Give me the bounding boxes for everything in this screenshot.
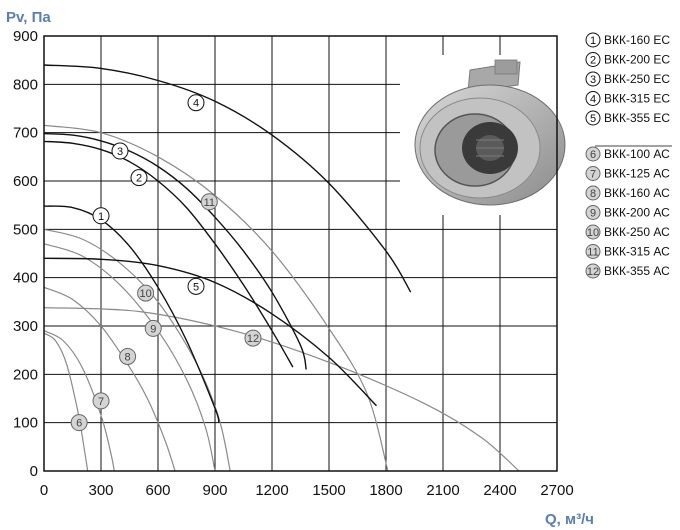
legend-marker-label-9: 9 bbox=[590, 208, 596, 220]
y-tick-label: 0 bbox=[30, 463, 38, 480]
series-marker-label-3: 3 bbox=[117, 146, 123, 158]
legend-entry-11: ВКК-315 АС bbox=[604, 245, 670, 259]
legend-marker-8 bbox=[585, 185, 601, 201]
x-tick-label: 1200 bbox=[255, 482, 288, 499]
series-marker-2 bbox=[130, 169, 148, 187]
legend-entry-1: ВКК-160 ЕС bbox=[604, 33, 670, 47]
x-tick-label: 2400 bbox=[483, 482, 516, 499]
series-marker-label-8: 8 bbox=[125, 351, 131, 363]
legend-marker-label-8: 8 bbox=[590, 188, 596, 200]
x-tick-label: 600 bbox=[145, 482, 170, 499]
y-tick-label: 200 bbox=[13, 366, 38, 383]
legend-marker-2 bbox=[585, 52, 601, 67]
x-axis-title: Q, м³/ч bbox=[545, 511, 594, 528]
series-line-7 bbox=[44, 330, 115, 471]
x-tick-label: 900 bbox=[202, 482, 227, 499]
series-marker-label-12: 12 bbox=[247, 333, 259, 345]
x-tick-label: 0 bbox=[40, 482, 48, 499]
legend-entry-12: ВКК-355 АС bbox=[604, 264, 670, 278]
series-line-8 bbox=[44, 286, 176, 471]
y-tick-label: 800 bbox=[13, 76, 38, 93]
legend-marker-5 bbox=[585, 110, 601, 126]
legend-marker-4 bbox=[585, 91, 601, 106]
legend-entry-4: ВКК-315 ЕС bbox=[604, 92, 670, 106]
series-marker-5 bbox=[187, 277, 205, 295]
legend-marker-label-11: 11 bbox=[587, 247, 598, 259]
legend-marker-7 bbox=[585, 166, 601, 181]
legend-marker-6 bbox=[585, 146, 601, 162]
legend-marker-label-10: 10 bbox=[587, 227, 599, 239]
series-line-12 bbox=[44, 307, 520, 471]
axis-ticks: 0 300 600 900 1200 1500 1800 2100 2400 2700010020… bbox=[13, 28, 574, 499]
legend-marker-9 bbox=[585, 205, 601, 220]
legend-entry-8: ВКК-160 АС bbox=[604, 186, 670, 200]
series-marker-3 bbox=[111, 142, 129, 160]
series-line-1 bbox=[44, 205, 220, 423]
series-marker-10 bbox=[137, 284, 155, 302]
x-tick-label: 1500 bbox=[312, 482, 345, 499]
legend-marker-12 bbox=[585, 263, 601, 279]
legend-marker-label-7: 7 bbox=[590, 169, 596, 181]
y-tick-label: 600 bbox=[13, 173, 38, 190]
y-tick-label: 700 bbox=[13, 125, 38, 142]
duct-fan-illustration bbox=[400, 55, 570, 215]
series-marker-label-1: 1 bbox=[98, 211, 104, 223]
legend-entry-7: ВКК-125 АС bbox=[604, 167, 670, 181]
legend-marker-10 bbox=[585, 224, 601, 240]
series-line-11 bbox=[44, 124, 389, 471]
legend-marker-label-2: 2 bbox=[590, 55, 596, 67]
legend-entry-2: ВКК-200 ЕС bbox=[604, 53, 670, 67]
series-marker-label-11: 11 bbox=[204, 197, 215, 209]
legend: 1 ВКК-160 ЕС 2 ВКК-200 ЕС 3 ВКК-250 ЕС 4 ВКК-31… bbox=[585, 32, 670, 279]
series-marker-1 bbox=[92, 207, 110, 225]
curves bbox=[44, 64, 520, 471]
series-marker-label-7: 7 bbox=[98, 396, 104, 408]
x-tick-label: 1800 bbox=[369, 482, 402, 499]
legend-marker-1 bbox=[585, 32, 601, 48]
y-tick-label: 100 bbox=[13, 415, 38, 432]
series-marker-label-6: 6 bbox=[76, 418, 82, 430]
series-marker-4 bbox=[187, 94, 205, 112]
legend-entry-5: ВКК-355 ЕС bbox=[604, 111, 670, 125]
legend-marker-label-6: 6 bbox=[590, 149, 596, 161]
plot-frame bbox=[43, 35, 558, 472]
y-tick-label: 300 bbox=[13, 318, 38, 335]
legend-marker-11 bbox=[585, 244, 601, 259]
series-marker-12 bbox=[244, 329, 262, 347]
x-tick-label: 2100 bbox=[426, 482, 459, 499]
legend-marker-label-3: 3 bbox=[590, 74, 596, 86]
legend-marker-label-1: 1 bbox=[590, 35, 596, 47]
y-tick-label: 900 bbox=[13, 28, 38, 45]
series-marker-6 bbox=[70, 414, 88, 432]
series-line-5 bbox=[44, 257, 378, 407]
series-marker-label-10: 10 bbox=[140, 288, 152, 300]
series-marker-label-4: 4 bbox=[193, 98, 199, 110]
y-tick-label: 500 bbox=[13, 221, 38, 238]
legend-entry-10: ВКК-250 АС bbox=[604, 225, 670, 239]
series-marker-label-5: 5 bbox=[193, 281, 199, 293]
series-marker-label-9: 9 bbox=[150, 323, 156, 335]
series-marker-8 bbox=[119, 347, 137, 365]
y-axis-title: Pv, Па bbox=[6, 9, 51, 26]
series-marker-7 bbox=[92, 392, 110, 410]
series-line-6 bbox=[44, 332, 89, 471]
legend-marker-label-5: 5 bbox=[590, 113, 596, 125]
x-tick-label: 300 bbox=[88, 482, 113, 499]
legend-entry-3: ВКК-250 ЕС bbox=[604, 72, 670, 86]
legend-marker-label-12: 12 bbox=[587, 266, 599, 278]
series-marker-11 bbox=[200, 193, 218, 211]
series-line-4 bbox=[44, 64, 412, 293]
x-tick-label: 2700 bbox=[540, 482, 573, 499]
series-line-2 bbox=[44, 140, 294, 368]
legend-entry-9: ВКК-200 АС bbox=[604, 206, 670, 220]
y-tick-label: 400 bbox=[13, 270, 38, 287]
series-line-3 bbox=[44, 132, 307, 370]
series-marker-9 bbox=[144, 319, 162, 337]
legend-marker-3 bbox=[585, 71, 601, 87]
legend-entry-6: ВКК-100 АС bbox=[604, 147, 670, 161]
legend-marker-label-4: 4 bbox=[590, 94, 596, 106]
series-marker-label-2: 2 bbox=[136, 173, 142, 185]
